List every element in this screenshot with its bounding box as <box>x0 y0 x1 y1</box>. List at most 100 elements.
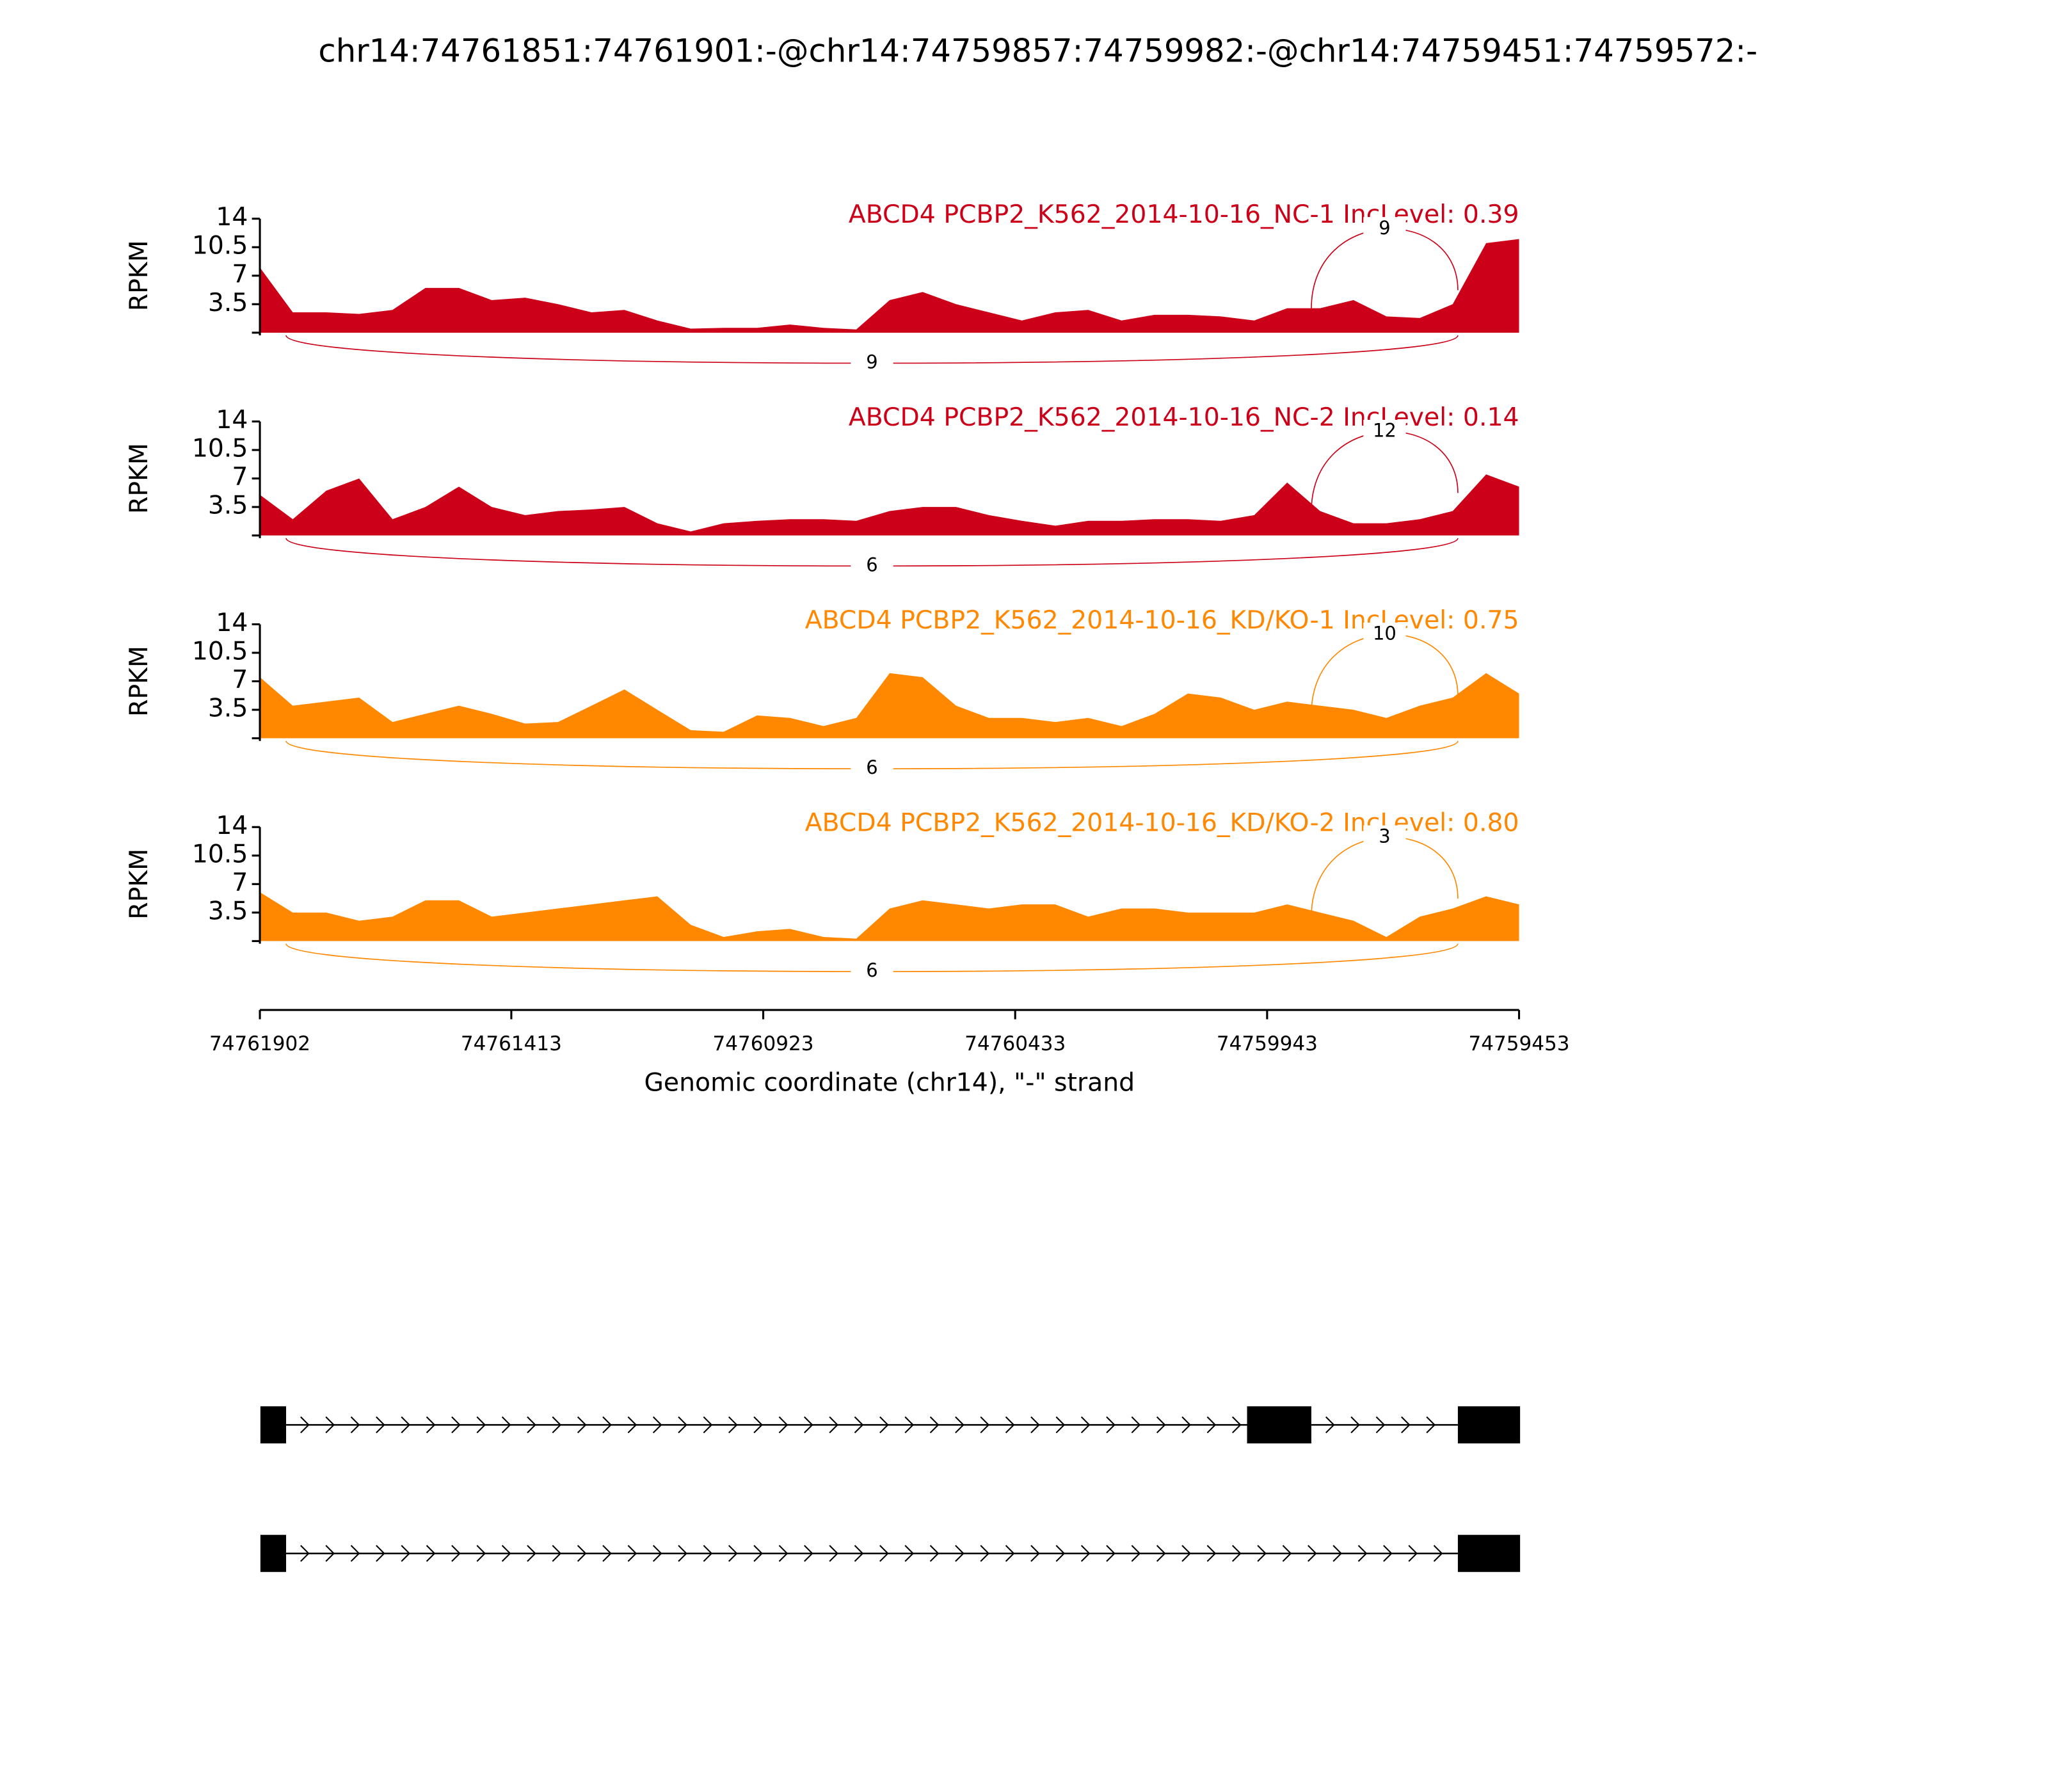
exon <box>1247 1406 1311 1444</box>
y-tick-label: 3.5 <box>208 288 248 317</box>
strand-chevron <box>1308 1545 1317 1562</box>
junction-label-box <box>1363 825 1406 849</box>
strand-chevron <box>1282 1545 1292 1562</box>
strand-chevron <box>1106 1545 1116 1562</box>
strand-chevron <box>1106 1416 1116 1434</box>
strand-chevron <box>879 1416 889 1434</box>
y-tick-label: 7 <box>232 665 248 694</box>
strand-chevron <box>1325 1416 1335 1434</box>
strand-chevron <box>1055 1545 1066 1562</box>
strand-chevron <box>678 1545 687 1562</box>
y-tick-label: 7 <box>232 868 248 897</box>
coverage-area <box>260 239 1519 333</box>
exon <box>1457 1406 1521 1444</box>
junction-label-box <box>1363 217 1406 241</box>
strand-chevron <box>1181 1416 1191 1434</box>
y-tick-label: 7 <box>232 462 248 492</box>
strand-chevron <box>1433 1545 1443 1562</box>
transcript <box>260 1535 1521 1572</box>
track-label: ABCD4 PCBP2_K562_2014-10-16_NC-1 IncLeve… <box>849 200 1519 229</box>
junction-count: 9 <box>1379 217 1390 239</box>
y-tick-label: 10.5 <box>192 839 248 868</box>
strand-chevron <box>1401 1416 1411 1434</box>
strand-chevron <box>1257 1545 1267 1562</box>
strand-chevron <box>980 1416 990 1434</box>
x-tick-label: 74760433 <box>964 1032 1066 1055</box>
y-axis-label: RPKM <box>124 646 154 717</box>
y-tick-label: 14 <box>216 202 248 232</box>
coverage-area <box>260 673 1519 739</box>
exon <box>1457 1535 1521 1572</box>
strand-chevron <box>1005 1416 1015 1434</box>
strand-chevron <box>1426 1416 1436 1434</box>
strand-chevron <box>1181 1545 1191 1562</box>
strand-chevron <box>854 1545 864 1562</box>
strand-chevron <box>501 1545 511 1562</box>
strand-chevron <box>426 1545 436 1562</box>
strand-chevron <box>980 1545 990 1562</box>
y-tick-label: 3.5 <box>208 694 248 723</box>
strand-chevron <box>602 1416 612 1434</box>
strand-chevron <box>904 1416 915 1434</box>
y-tick-label: 14 <box>216 811 248 840</box>
strand-chevron <box>829 1416 839 1434</box>
coverage-area <box>260 892 1519 941</box>
y-tick-label: 14 <box>216 608 248 637</box>
junction-count: 6 <box>866 554 877 575</box>
strand-chevron <box>1232 1416 1242 1434</box>
strand-chevron <box>1030 1416 1040 1434</box>
y-tick-label: 14 <box>216 405 248 435</box>
strand-chevron <box>728 1416 738 1434</box>
strand-chevron <box>627 1545 637 1562</box>
strand-chevron <box>904 1545 915 1562</box>
exon <box>260 1406 287 1444</box>
x-tick-label: 74760923 <box>713 1032 814 1055</box>
strand-chevron <box>577 1545 587 1562</box>
strand-chevron <box>451 1545 461 1562</box>
y-tick-label: 10.5 <box>192 434 248 463</box>
junction-count: 9 <box>866 351 877 372</box>
strand-chevron <box>325 1545 335 1562</box>
strand-chevron <box>1357 1545 1368 1562</box>
junction-label-box <box>1363 419 1406 444</box>
strand-chevron <box>678 1416 687 1434</box>
exon <box>260 1535 287 1572</box>
y-tick-label: 10.5 <box>192 636 248 666</box>
strand-chevron <box>300 1545 310 1562</box>
y-axis-label: RPKM <box>124 849 154 920</box>
strand-chevron <box>501 1416 511 1434</box>
strand-chevron <box>703 1416 713 1434</box>
y-axis-label: RPKM <box>124 443 154 514</box>
strand-chevron <box>1055 1416 1066 1434</box>
strand-chevron <box>829 1545 839 1562</box>
strand-chevron <box>854 1416 864 1434</box>
strand-chevron <box>1005 1545 1015 1562</box>
strand-chevron <box>703 1545 713 1562</box>
y-tick-label: 3.5 <box>208 896 248 925</box>
strand-chevron <box>451 1416 461 1434</box>
junction-count: 6 <box>866 756 877 778</box>
strand-chevron <box>350 1416 360 1434</box>
strand-chevron <box>627 1416 637 1434</box>
strand-chevron <box>1206 1545 1217 1562</box>
strand-chevron <box>652 1545 662 1562</box>
strand-chevron <box>955 1416 964 1434</box>
strand-chevron <box>552 1545 562 1562</box>
strand-chevron <box>325 1416 335 1434</box>
strand-chevron <box>1383 1545 1393 1562</box>
junction-count: 3 <box>1379 825 1390 847</box>
x-tick-label: 74759453 <box>1469 1032 1570 1055</box>
y-tick-label: 10.5 <box>192 231 248 260</box>
strand-chevron <box>1232 1545 1242 1562</box>
strand-chevron <box>1131 1545 1141 1562</box>
strand-chevron <box>1030 1545 1040 1562</box>
strand-chevron <box>552 1416 562 1434</box>
junction-label-box <box>1363 622 1406 647</box>
y-tick-label: 3.5 <box>208 491 248 520</box>
strand-chevron <box>1408 1545 1418 1562</box>
